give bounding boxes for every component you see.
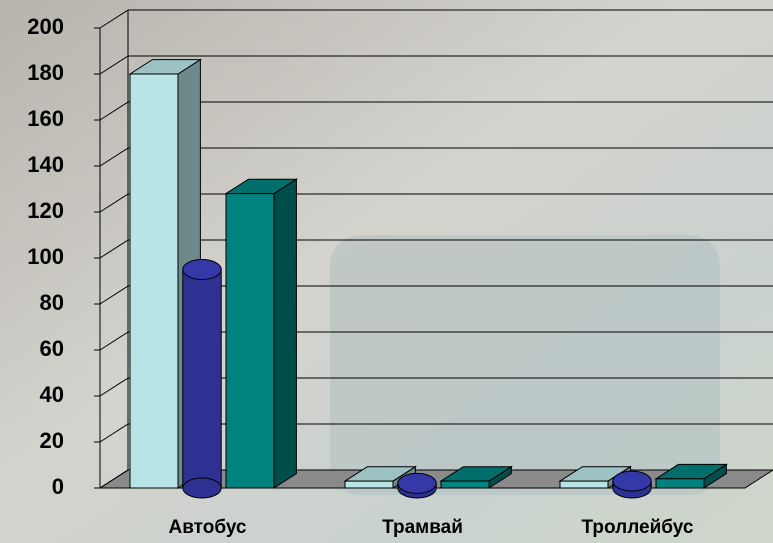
bar — [613, 471, 651, 498]
bar — [226, 179, 296, 488]
y-tick-label: 60 — [40, 336, 64, 361]
y-tick-label: 0 — [52, 474, 64, 499]
bar-front — [226, 194, 274, 488]
bar-front — [441, 481, 489, 488]
y-tick-label: 160 — [27, 106, 64, 131]
x-tick-label: Трамвай — [382, 517, 463, 538]
y-tick-label: 80 — [40, 290, 64, 315]
bar-side — [274, 179, 296, 488]
bar-front — [560, 481, 608, 488]
bar-front — [345, 481, 393, 488]
y-tick-label: 200 — [27, 14, 64, 39]
bar — [398, 473, 436, 498]
y-tick-label: 140 — [27, 152, 64, 177]
bar — [183, 260, 221, 499]
bar-top — [183, 260, 221, 280]
bar-front — [130, 74, 178, 488]
y-tick-label: 100 — [27, 244, 64, 269]
bar-base — [183, 478, 221, 498]
background-tram — [330, 235, 720, 495]
chart: 0 20 40 60 80 100 120 140 160 180 200 Автобус Трамва… — [0, 0, 773, 543]
y-tick-label: 20 — [40, 428, 64, 453]
y-tick-label: 40 — [40, 382, 64, 407]
bar-body — [183, 270, 221, 489]
bar-top — [398, 473, 436, 493]
y-tick-label: 180 — [27, 60, 64, 85]
x-tick-label: Автобус — [169, 517, 247, 538]
bar-front — [656, 479, 704, 488]
bar-top — [613, 471, 651, 491]
y-tick-label: 120 — [27, 198, 64, 223]
x-tick-label: Троллейбус — [582, 517, 694, 538]
